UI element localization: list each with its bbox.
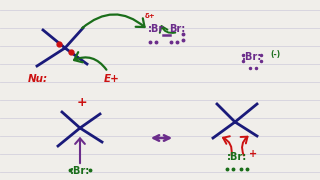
Text: :Br:: :Br: (242, 52, 262, 62)
Text: (-): (-) (270, 50, 280, 59)
Text: +: + (77, 96, 87, 109)
FancyArrowPatch shape (160, 26, 175, 33)
FancyArrowPatch shape (223, 136, 232, 155)
FancyArrowPatch shape (241, 137, 247, 156)
Text: :Br: :Br (148, 24, 164, 34)
Text: E+: E+ (104, 74, 120, 84)
Text: δ+: δ+ (145, 13, 155, 19)
FancyArrowPatch shape (82, 14, 145, 28)
FancyArrowPatch shape (74, 52, 107, 70)
Text: :Br:: :Br: (227, 152, 247, 162)
Text: +: + (249, 149, 257, 159)
Text: Br:: Br: (169, 24, 185, 34)
Text: Nu:: Nu: (28, 74, 48, 84)
FancyArrowPatch shape (75, 138, 85, 163)
Text: :Br:: :Br: (70, 166, 90, 176)
